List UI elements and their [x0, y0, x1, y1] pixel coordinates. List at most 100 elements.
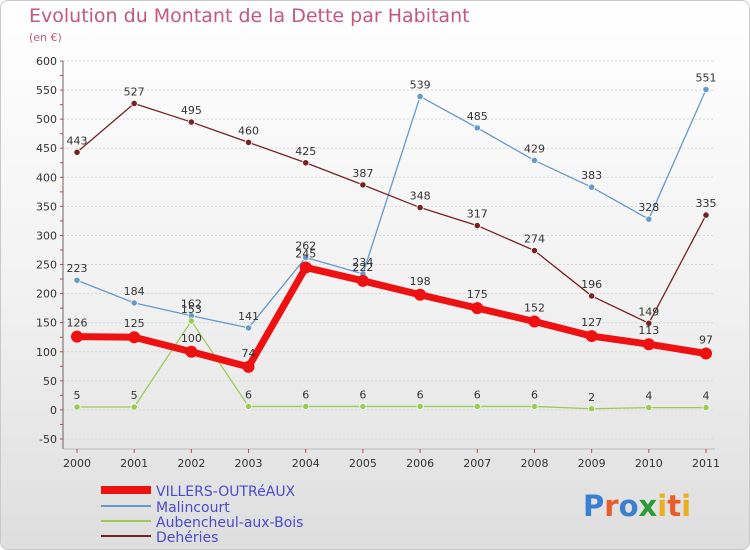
- data-point: [187, 317, 195, 325]
- data-point: [702, 211, 710, 219]
- data-point: [473, 402, 481, 411]
- data-label: 223: [67, 262, 88, 275]
- grid: [63, 60, 715, 440]
- data-label: 443: [67, 134, 88, 147]
- data-label: 100: [181, 332, 202, 345]
- data-label: 460: [238, 124, 259, 137]
- data-point: [244, 138, 253, 147]
- data-point: [645, 403, 653, 412]
- unit-label: (en €): [29, 31, 62, 44]
- data-point: [702, 85, 710, 94]
- x-tick-label: 2008: [520, 457, 548, 470]
- y-tick-label: 550: [36, 84, 57, 97]
- data-label: 175: [467, 288, 488, 301]
- data-point: [128, 331, 141, 344]
- x-tick-label: 2004: [292, 457, 320, 470]
- data-point: [416, 203, 424, 212]
- data-label: 6: [417, 388, 424, 401]
- data-label: 125: [124, 317, 145, 330]
- data-point: [528, 315, 541, 328]
- y-tick-label: 400: [36, 171, 57, 184]
- data-label: 127: [581, 316, 602, 329]
- x-tick-label: 2000: [63, 457, 91, 470]
- data-point: [471, 302, 484, 315]
- x-tick-label: 2003: [235, 457, 263, 470]
- data-label: 245: [295, 247, 316, 260]
- data-point: [356, 274, 369, 287]
- data-point: [530, 246, 539, 255]
- data-point: [302, 159, 310, 167]
- y-tick-label: 200: [36, 288, 57, 301]
- data-label: 141: [238, 310, 259, 323]
- data-label: 198: [410, 275, 431, 288]
- data-label: 527: [124, 85, 145, 98]
- series-line: [76, 102, 707, 324]
- data-label: 222: [352, 261, 373, 274]
- data-label: 6: [474, 388, 481, 401]
- y-tick-label: 300: [36, 229, 57, 242]
- data-point: [473, 221, 481, 230]
- data-label: 335: [696, 197, 717, 210]
- data-point: [530, 156, 539, 165]
- x-tick-label: 2005: [349, 457, 377, 470]
- y-tick-label: 500: [36, 113, 57, 126]
- y-tick-label: -50: [39, 433, 57, 446]
- series-deh-ries: 443 527 495 460 425 387 348 317 274 196 149 335: [67, 85, 717, 327]
- data-label: 328: [638, 201, 659, 214]
- data-point: [242, 360, 255, 373]
- data-label: 429: [524, 142, 545, 155]
- data-label: 6: [359, 388, 366, 401]
- data-point: [244, 402, 253, 411]
- data-label: 5: [74, 389, 81, 402]
- data-point: [73, 403, 81, 411]
- y-tick-label: 600: [36, 55, 57, 68]
- data-point: [359, 181, 367, 189]
- legend-label: Aubencheul-aux-Bois: [156, 515, 303, 531]
- data-point: [244, 324, 253, 332]
- data-label: 152: [524, 302, 545, 315]
- data-point: [416, 402, 424, 411]
- series-villers-outr-aux: 126 125 100 74 245 222 198 175 152 127 113 97: [67, 247, 713, 373]
- data-point: [645, 215, 653, 223]
- proxiti-logo: Proxiti: [583, 489, 692, 523]
- data-label: 274: [524, 233, 545, 246]
- data-point: [130, 403, 138, 411]
- x-tick-label: 2010: [635, 457, 663, 470]
- data-label: 5: [131, 389, 138, 402]
- data-label: 6: [531, 388, 538, 401]
- y-tick-label: 350: [36, 200, 57, 213]
- data-point: [700, 347, 712, 360]
- data-label: 348: [410, 190, 431, 203]
- data-point: [530, 402, 539, 411]
- data-label: 196: [581, 278, 602, 291]
- data-label: 4: [645, 390, 652, 403]
- y-tick-label: 250: [36, 259, 57, 272]
- data-point: [416, 92, 424, 101]
- data-label: 262: [295, 240, 316, 253]
- y-tick-label: 150: [36, 317, 57, 330]
- y-tick-label: 50: [43, 375, 57, 388]
- data-label: 425: [295, 145, 316, 158]
- legend: VILLERS-OUTRéAUXMalincourtAubencheul-aux…: [101, 484, 303, 546]
- data-point: [302, 402, 310, 411]
- x-tick-label: 2006: [406, 457, 434, 470]
- data-label: 551: [696, 71, 717, 84]
- series-line: [76, 89, 707, 329]
- data-label: 184: [124, 285, 145, 298]
- data-label: 6: [245, 388, 252, 401]
- data-point: [585, 330, 598, 343]
- data-label: 6: [302, 388, 309, 401]
- data-point: [187, 118, 195, 126]
- x-tick-label: 2002: [177, 457, 205, 470]
- legend-label: VILLERS-OUTRéAUX: [156, 484, 296, 500]
- data-point: [73, 148, 81, 156]
- data-point: [588, 292, 596, 300]
- data-point: [73, 276, 81, 284]
- x-tick-label: 2001: [120, 457, 148, 470]
- y-tick-label: 0: [50, 404, 57, 417]
- data-point: [299, 261, 312, 274]
- data-label: 234: [352, 256, 373, 269]
- data-label: 387: [352, 167, 373, 180]
